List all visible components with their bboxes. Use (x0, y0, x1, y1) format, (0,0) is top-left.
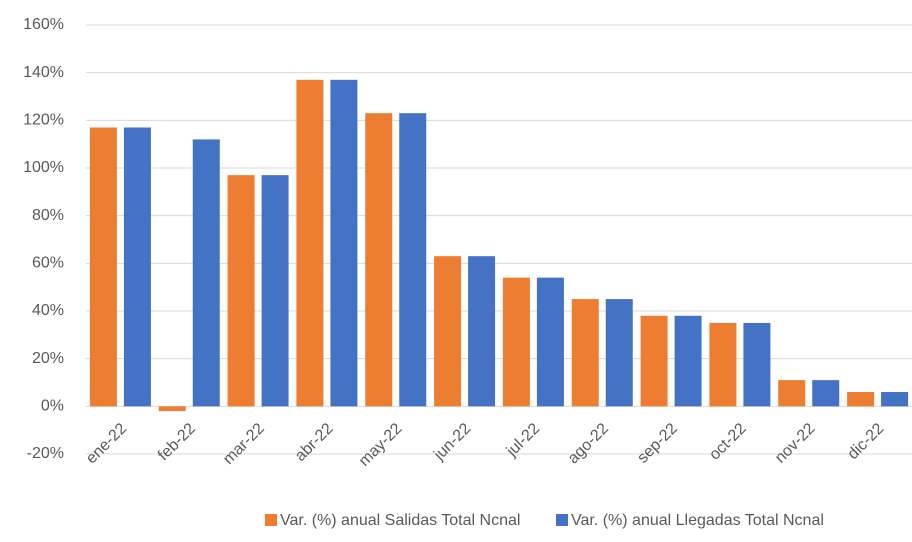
bar (709, 322, 737, 407)
y-tick-label: 0% (41, 398, 64, 415)
bar (399, 113, 427, 407)
x-tick-label: ago-22 (565, 420, 612, 467)
y-tick-label: 60% (32, 255, 64, 272)
y-tick-label: 160% (23, 16, 64, 33)
bar (158, 406, 186, 412)
bar (640, 315, 668, 407)
bar (123, 127, 151, 407)
legend-swatch (556, 514, 568, 526)
x-tick-label: oct-22 (706, 420, 750, 464)
legend-swatch (265, 514, 277, 526)
bar (468, 256, 496, 407)
x-tick-label: feb-22 (155, 420, 199, 464)
bar (330, 79, 358, 407)
bar (434, 256, 462, 407)
bar (261, 175, 289, 407)
y-tick-label: 120% (23, 112, 64, 129)
x-tick-label: ene-22 (83, 420, 130, 467)
y-tick-label: -20% (27, 445, 64, 462)
x-tick-label: dic-22 (845, 420, 888, 463)
bar (502, 277, 530, 407)
bar (881, 392, 909, 407)
legend-label: Var. (%) anual Salidas Total Ncnal (280, 512, 520, 529)
bar (778, 380, 806, 407)
x-tick-label: sep-22 (634, 420, 681, 467)
x-tick-label: abr-22 (292, 420, 337, 465)
bar (227, 175, 255, 407)
bar (89, 127, 117, 407)
bar (571, 299, 599, 407)
bar (812, 380, 840, 407)
bar (536, 277, 564, 407)
y-tick-label: 20% (32, 350, 64, 367)
bar (296, 79, 324, 407)
bar (605, 299, 633, 407)
bar (674, 315, 702, 407)
x-tick-label: jun-22 (430, 420, 474, 464)
x-tick-label: nov-22 (772, 420, 819, 467)
y-tick-label: 40% (32, 302, 64, 319)
bar (192, 139, 220, 407)
bar (365, 113, 393, 407)
bar (847, 392, 875, 407)
bar (743, 322, 771, 407)
y-tick-label: 100% (23, 159, 64, 176)
x-tick-label: mar-22 (220, 420, 268, 468)
y-tick-label: 80% (32, 207, 64, 224)
x-tick-label: may-22 (356, 420, 406, 470)
y-tick-label: 140% (23, 64, 64, 81)
legend-label: Var. (%) anual Llegadas Total Ncnal (571, 512, 824, 529)
